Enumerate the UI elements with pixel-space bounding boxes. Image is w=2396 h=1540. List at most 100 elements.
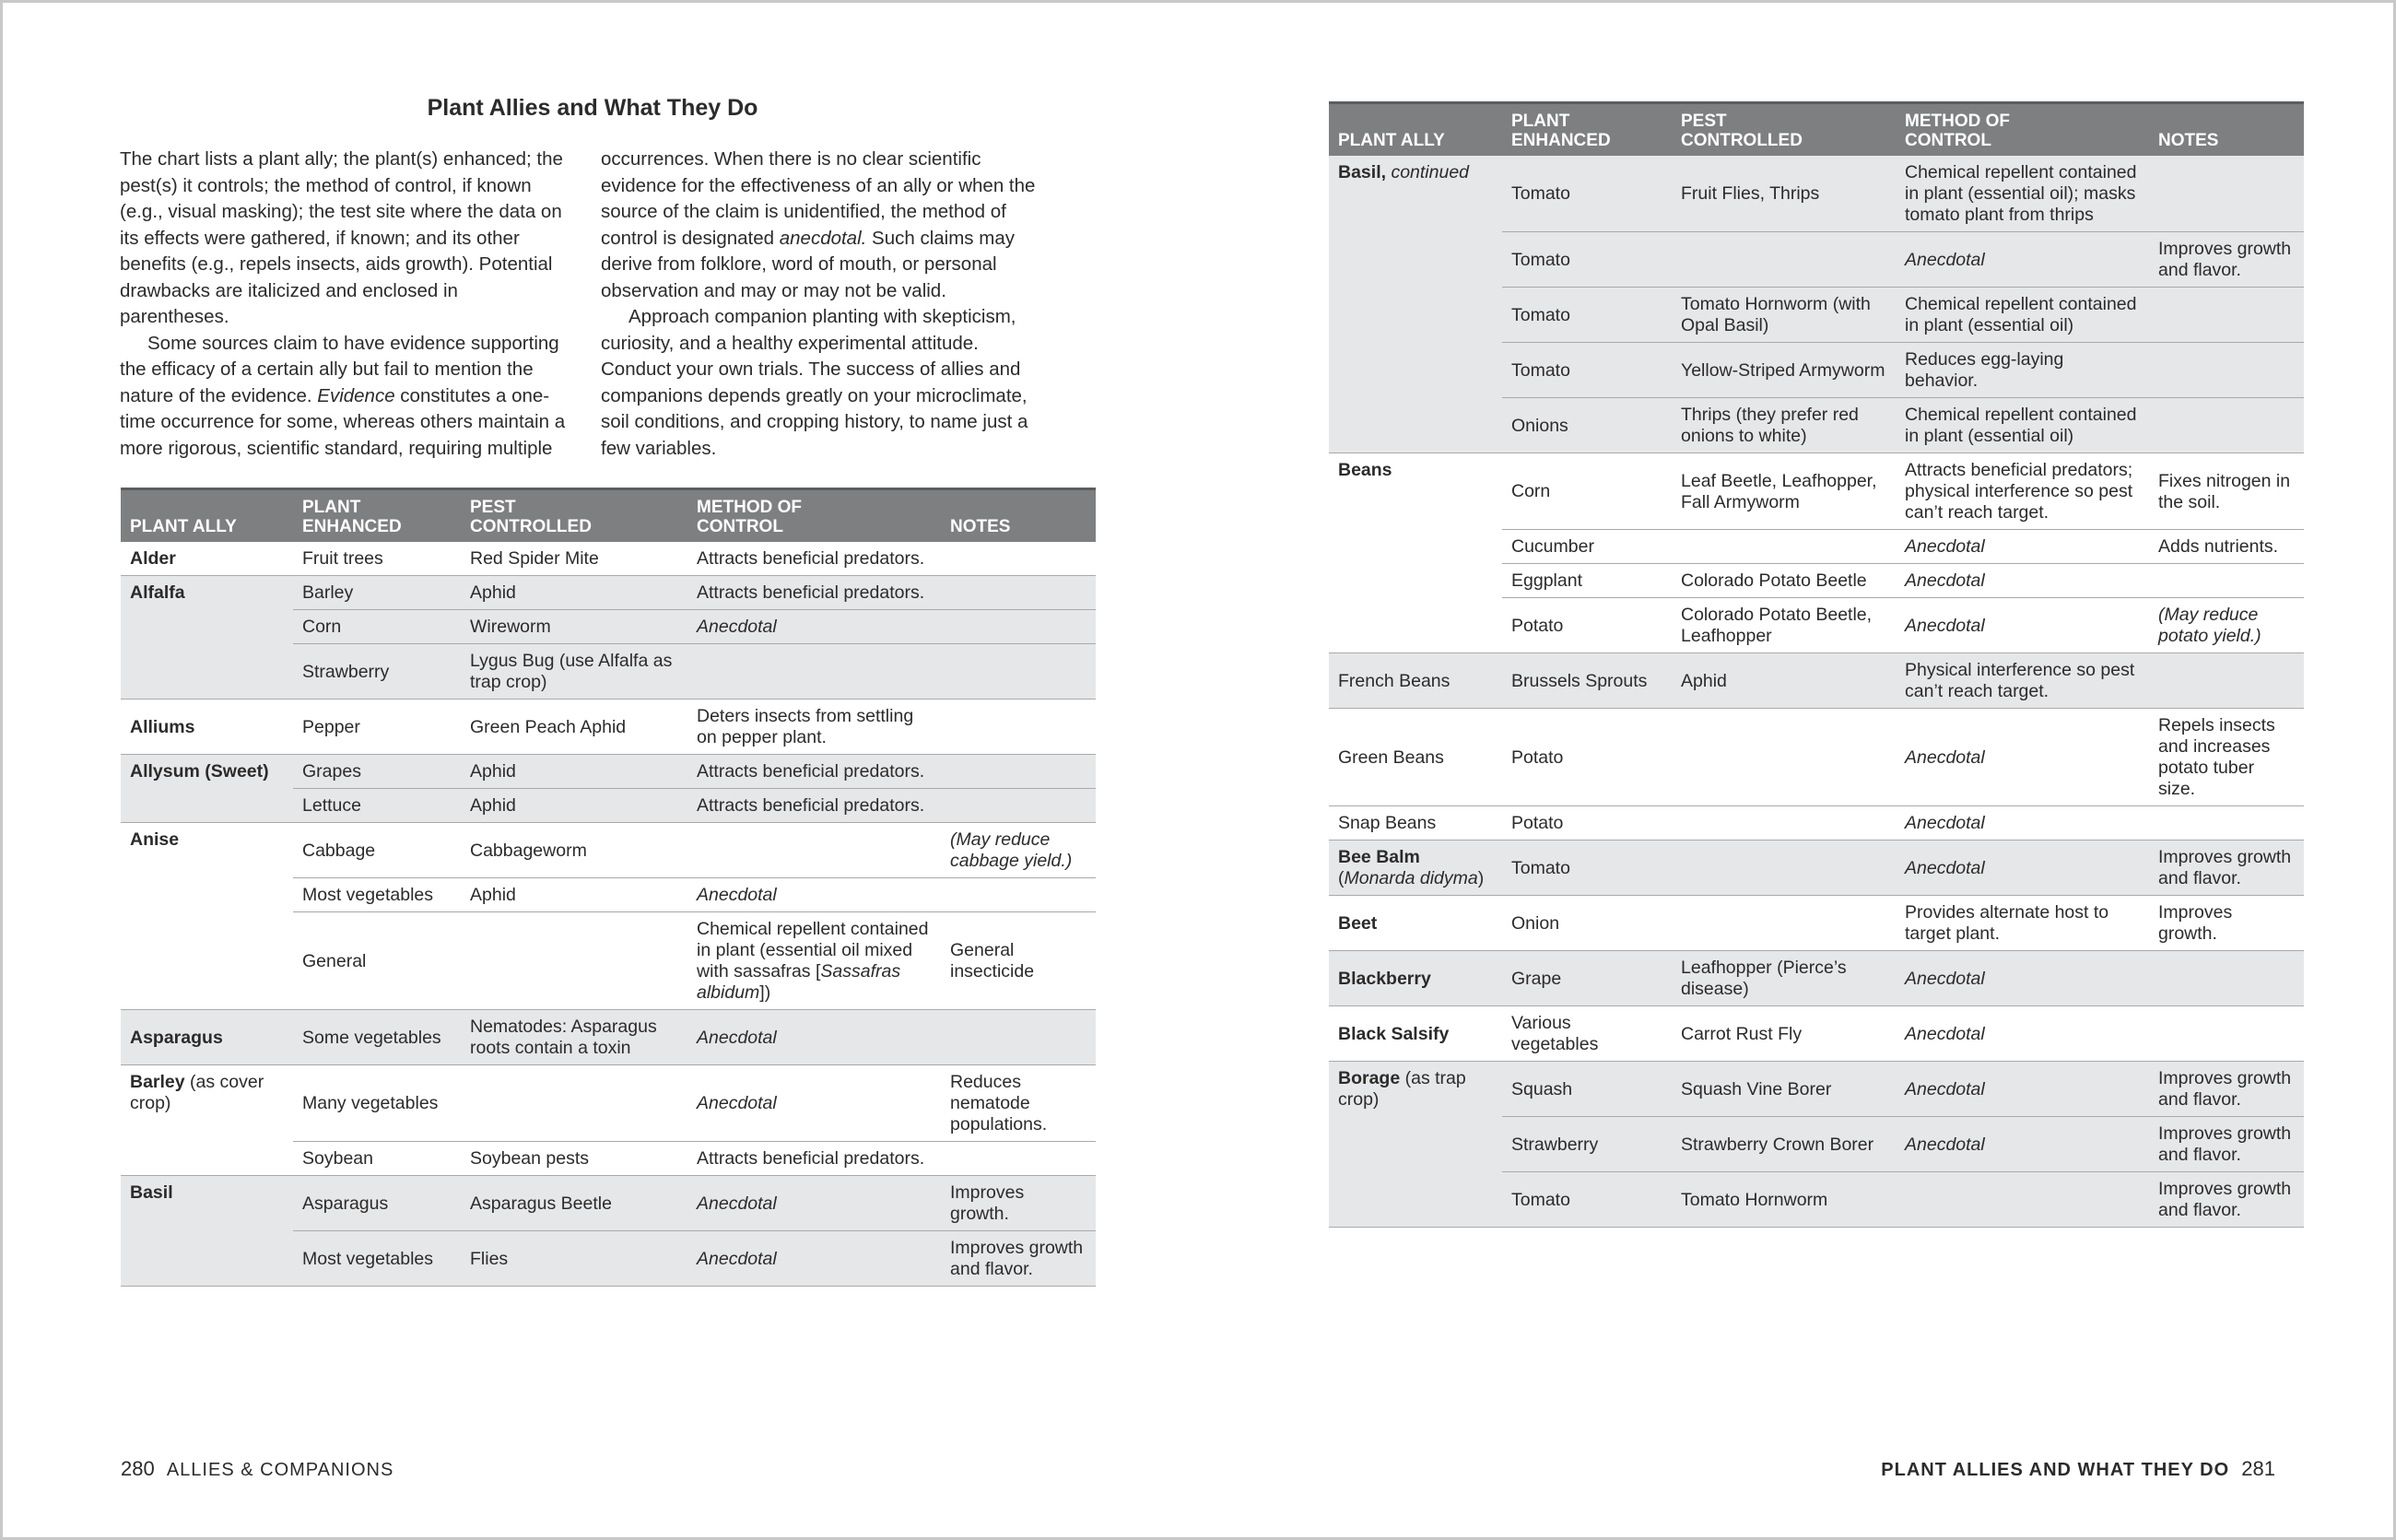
table-cell: Anecdotal	[1896, 708, 2149, 806]
text-run: Black Salsify	[1338, 1023, 1450, 1044]
table-cell: Corn	[293, 609, 461, 644]
table-row: Tomato Tomato Hornworm Improves growth and…	[1329, 1171, 2304, 1228]
table-cell: Anecdotal	[1896, 840, 2149, 896]
table-cell: Attracts beneficial predators.	[687, 1141, 941, 1176]
text-run: Anecdotal	[1905, 857, 1985, 878]
table-row: Green Beans Potato Anecdotal Repels insects…	[1329, 708, 2304, 806]
table-cell: Leafhopper (Pierce’s disease)	[1672, 950, 1896, 1006]
table-row: Alliums Pepper Green Peach Aphid Deters ins…	[121, 699, 1096, 755]
text-run: Anecdotal	[1905, 1078, 1985, 1099]
table-cell: Tomato	[1502, 342, 1672, 398]
table-cell: Barley	[293, 575, 461, 610]
text-run: Allysum (Sweet)	[130, 761, 269, 782]
text-run: Asparagus	[130, 1027, 223, 1048]
plant-ally: Basil	[121, 1175, 293, 1287]
paragraph: Approach companion planting with skeptic…	[601, 304, 1051, 462]
table-row: Eggplant Colorado Potato Beetle Anecdotal	[1329, 563, 2304, 598]
table-cell: Potato	[1502, 805, 1672, 841]
column-header: PEST CONTROLLED	[1672, 101, 1896, 156]
table-cell: Anecdotal	[1896, 1116, 2149, 1172]
table-cell: Pepper	[293, 699, 461, 755]
table-cell: Asparagus Beetle	[461, 1175, 687, 1231]
table-cell: Soybean	[293, 1141, 461, 1176]
text-run: (May reduce cabbage yield.)	[950, 829, 1073, 871]
table-cell	[461, 1064, 687, 1142]
table-cell	[941, 1141, 1096, 1176]
table-cell: Attracts beneficial predators.	[687, 754, 941, 789]
plant-ally: Basil, continued	[1329, 156, 1502, 453]
table-cell: Fruit trees	[293, 542, 461, 576]
text-run: Anecdotal	[697, 1093, 777, 1113]
table-row: Alder Fruit trees Red Spider Mite Attracts …	[121, 542, 1096, 576]
table-cell: Anecdotal	[1896, 231, 2149, 288]
column-header: PLANT ALLY	[1329, 101, 1502, 156]
table-cell: Attracts beneficial predators.	[687, 788, 941, 823]
text-run: Barley	[130, 1072, 185, 1092]
table-cell: Improves growth and flavor.	[941, 1230, 1096, 1287]
table-cell: General	[293, 911, 461, 1010]
table-cell	[1672, 895, 1896, 951]
table-body: Alder Fruit trees Red Spider Mite Attracts …	[121, 542, 1096, 1287]
table-row: Borage (as trap crop) Squash Squash Vine B…	[1329, 1061, 2304, 1228]
table-cell: Aphid	[461, 754, 687, 789]
table-row: Tomato Tomato Hornworm (with Opal Basil) C…	[1329, 287, 2304, 343]
table-cell: Aphid	[1672, 652, 1896, 709]
table-cell: Improves growth.	[941, 1175, 1096, 1231]
running-head: ALLIES & COMPANIONS	[166, 1460, 394, 1480]
table-row: General Chemical repellent contained in p…	[121, 911, 1096, 1010]
text-run: ])	[759, 982, 771, 1003]
table-cell: Chemical repellent contained in plant (e…	[1896, 287, 2149, 343]
table-cell: Deters insects from settling on pepper p…	[687, 699, 941, 755]
table-cell	[2149, 563, 2304, 598]
table-cell	[687, 643, 941, 699]
table-cell: Eggplant	[1502, 563, 1672, 598]
table-cell	[1672, 529, 1896, 564]
allies-table-right: PLANT ALLY PLANT ENHANCED PEST CONTROLLED M…	[1329, 101, 2304, 1228]
table-cell: Nematodes: Asparagus roots contain a tox…	[461, 1009, 687, 1065]
plant-ally: Black Salsify	[1329, 1005, 1502, 1062]
table-row: Cucumber Anecdotal Adds nutrients.	[1329, 529, 2304, 564]
table-cell	[1896, 1171, 2149, 1228]
table-row: Strawberry Strawberry Crown Borer Anecdota…	[1329, 1116, 2304, 1172]
table-cell: Anecdotal	[1896, 563, 2149, 598]
column-header: PLANT ENHANCED	[293, 488, 461, 542]
table-row: Bee Balm (Monarda didyma) Tomato Anecdotal…	[1329, 840, 2304, 896]
table-row: Beans Corn Leaf Beetle, Leafhopper, Fall A…	[1329, 453, 2304, 653]
table-cell: Anecdotal	[687, 1175, 941, 1231]
text-run: Evidence	[317, 384, 395, 406]
column-header: METHOD OF CONTROL	[1896, 101, 2149, 156]
table-row: Strawberry Lygus Bug (use Alfalfa as trap…	[121, 643, 1096, 699]
text-run: Alliums	[130, 716, 195, 737]
text-run: Monarda didyma	[1344, 868, 1478, 888]
table-row: Corn Wireworm Anecdotal	[121, 609, 1096, 644]
table-cell: Grape	[1502, 950, 1672, 1006]
table-cell: Thrips (they prefer red onions to white)	[1672, 397, 1896, 453]
plant-ally: Beet	[1329, 895, 1502, 951]
table-cell	[941, 788, 1096, 823]
plant-ally: Asparagus	[121, 1009, 293, 1065]
text-run: Beet	[1338, 912, 1378, 934]
table-row: Asparagus Some vegetables Nematodes: Aspar…	[121, 1009, 1096, 1065]
plant-ally: Beans	[1329, 453, 1502, 653]
table-cell: Chemical repellent contained in plant (e…	[1896, 156, 2149, 232]
table-cell: Colorado Potato Beetle, Leafhopper	[1672, 597, 1896, 653]
table-cell: Potato	[1502, 597, 1672, 653]
column-header: NOTES	[2149, 101, 2304, 156]
table-cell	[941, 609, 1096, 644]
table-cell	[1672, 840, 1896, 896]
text-run: Anecdotal	[697, 617, 777, 637]
table-cell: Reduces egg-laying behavior.	[1896, 342, 2149, 398]
table-cell: Tomato	[1502, 287, 1672, 343]
table-cell	[1672, 231, 1896, 288]
table-cell: Green Peach Aphid	[461, 699, 687, 755]
table-cell: Anecdotal	[687, 1009, 941, 1065]
table-cell	[2149, 397, 2304, 453]
text-run: Anecdotal	[1905, 249, 1985, 270]
table-row: Alfalfa Barley Aphid Attracts beneficial pr…	[121, 575, 1096, 699]
table-cell: Flies	[461, 1230, 687, 1287]
table-cell	[2149, 287, 2304, 343]
plant-ally: French Beans	[1329, 652, 1502, 709]
header-row: PLANT ALLY PLANT ENHANCED PEST CONTROLLED M…	[1329, 101, 2304, 156]
